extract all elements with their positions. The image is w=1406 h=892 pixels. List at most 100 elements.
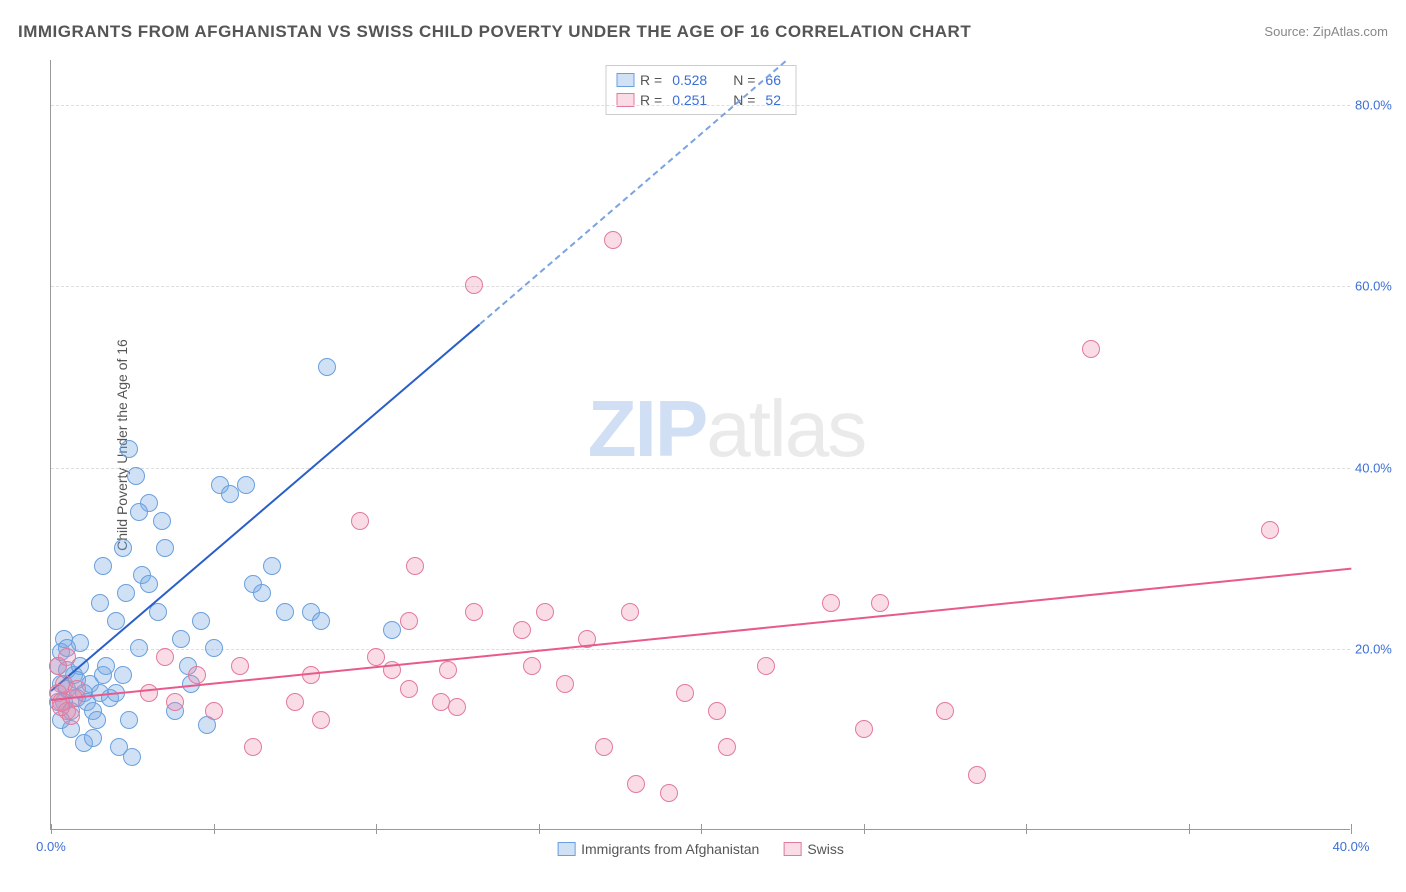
watermark-brand-a: ZIP (588, 384, 706, 473)
x-tick-mark (376, 824, 377, 834)
data-point (1082, 340, 1100, 358)
data-point (88, 711, 106, 729)
data-point (153, 512, 171, 530)
x-tick-mark (1026, 824, 1027, 834)
data-point (91, 594, 109, 612)
data-point (84, 729, 102, 747)
data-point (513, 621, 531, 639)
data-point (400, 612, 418, 630)
x-tick-mark (1189, 824, 1190, 834)
data-point (351, 512, 369, 530)
data-point (94, 557, 112, 575)
legend-swatch (616, 73, 634, 87)
x-tick-mark (1351, 824, 1352, 834)
series-legend: Immigrants from Afghanistan Swiss (557, 841, 844, 857)
data-point (400, 680, 418, 698)
x-tick-mark (51, 824, 52, 834)
data-point (465, 603, 483, 621)
data-point (130, 503, 148, 521)
y-tick-label: 20.0% (1355, 641, 1405, 656)
data-point (114, 666, 132, 684)
n-label: N = (733, 72, 755, 88)
data-point (58, 648, 76, 666)
data-point (205, 639, 223, 657)
data-point (253, 584, 271, 602)
legend-correlation-row: R =0.251N =52 (616, 90, 785, 110)
data-point (621, 603, 639, 621)
data-point (660, 784, 678, 802)
data-point (627, 775, 645, 793)
data-point (1261, 521, 1279, 539)
data-point (286, 693, 304, 711)
data-point (192, 612, 210, 630)
data-point (406, 557, 424, 575)
data-point (312, 612, 330, 630)
data-point (718, 738, 736, 756)
data-point (523, 657, 541, 675)
data-point (312, 711, 330, 729)
r-label: R = (640, 72, 662, 88)
data-point (536, 603, 554, 621)
data-point (432, 693, 450, 711)
legend-correlation-row: R =0.528N =66 (616, 70, 785, 90)
data-point (221, 485, 239, 503)
chart-plot-area: Child Poverty Under the Age of 16 ZIPatl… (50, 60, 1350, 830)
data-point (188, 666, 206, 684)
data-point (383, 621, 401, 639)
x-tick-label: 40.0% (1333, 839, 1370, 854)
y-tick-label: 40.0% (1355, 460, 1405, 475)
data-point (231, 657, 249, 675)
legend-series-label: Swiss (807, 841, 844, 857)
data-point (465, 276, 483, 294)
data-point (556, 675, 574, 693)
data-point (120, 711, 138, 729)
x-tick-label: 0.0% (36, 839, 66, 854)
data-point (448, 698, 466, 716)
data-point (367, 648, 385, 666)
x-tick-mark (864, 824, 865, 834)
r-value: 0.528 (672, 72, 707, 88)
data-point (166, 693, 184, 711)
data-point (871, 594, 889, 612)
chart-title: IMMIGRANTS FROM AFGHANISTAN VS SWISS CHI… (18, 22, 971, 42)
data-point (855, 720, 873, 738)
data-point (276, 603, 294, 621)
data-point (127, 467, 145, 485)
y-tick-label: 80.0% (1355, 98, 1405, 113)
grid-line (51, 649, 1350, 650)
data-point (708, 702, 726, 720)
data-point (237, 476, 255, 494)
data-point (205, 702, 223, 720)
source-attribution: Source: ZipAtlas.com (1264, 24, 1388, 39)
data-point (156, 539, 174, 557)
x-tick-mark (539, 824, 540, 834)
grid-line (51, 468, 1350, 469)
source-label: Source: (1264, 24, 1309, 39)
data-point (318, 358, 336, 376)
legend-series-item: Immigrants from Afghanistan (557, 841, 759, 857)
data-point (244, 738, 262, 756)
data-point (676, 684, 694, 702)
watermark: ZIPatlas (588, 383, 865, 475)
data-point (130, 639, 148, 657)
data-point (123, 748, 141, 766)
x-tick-mark (214, 824, 215, 834)
data-point (439, 661, 457, 679)
data-point (117, 584, 135, 602)
legend-swatch (557, 842, 575, 856)
data-point (822, 594, 840, 612)
x-tick-mark (701, 824, 702, 834)
data-point (604, 231, 622, 249)
watermark-brand-b: atlas (706, 384, 865, 473)
data-point (156, 648, 174, 666)
y-tick-label: 60.0% (1355, 279, 1405, 294)
data-point (936, 702, 954, 720)
data-point (263, 557, 281, 575)
data-point (968, 766, 986, 784)
data-point (140, 575, 158, 593)
grid-line (51, 105, 1350, 106)
grid-line (51, 286, 1350, 287)
legend-swatch (783, 842, 801, 856)
data-point (97, 657, 115, 675)
legend-series-item: Swiss (783, 841, 844, 857)
